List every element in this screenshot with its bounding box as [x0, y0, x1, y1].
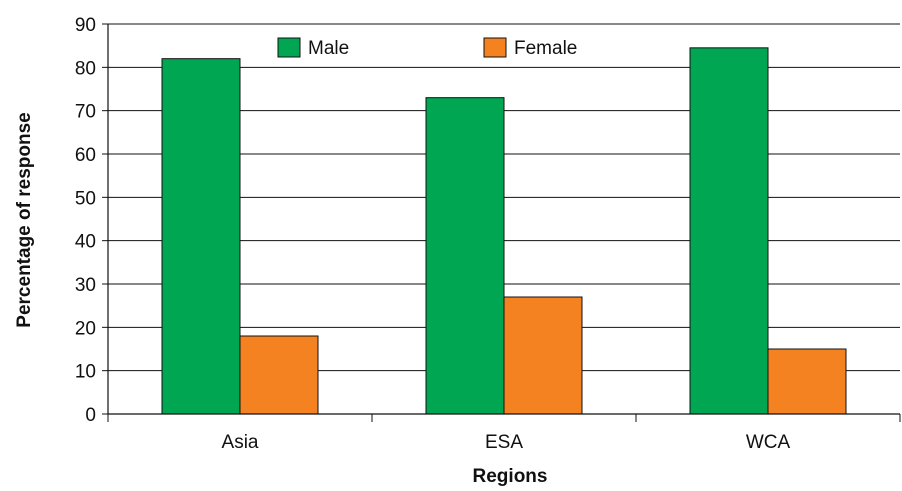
x-axis-title: Regions [473, 466, 548, 487]
y-tick-label: 80 [75, 58, 96, 79]
y-tick-label: 0 [85, 405, 96, 426]
y-tick-label: 40 [75, 232, 96, 253]
y-tick-label: 60 [75, 145, 96, 166]
legend-label-male: Male [308, 38, 349, 59]
legend-swatch-female [483, 37, 507, 58]
y-tick-label: 30 [75, 275, 96, 296]
bars [161, 47, 847, 415]
y-tick-label: 90 [75, 15, 96, 36]
bar-male-wca [689, 47, 769, 415]
x-tick-label: WCA [746, 432, 791, 453]
legend-label-female: Female [514, 38, 577, 59]
y-axis-ticks: 0 10 20 30 40 50 60 70 80 90 [75, 15, 108, 426]
axes [107, 24, 900, 415]
bar-male-asia [161, 58, 241, 415]
y-tick-label: 10 [75, 362, 96, 383]
bar-male-esa [425, 97, 505, 415]
x-tick-label: ESA [485, 432, 523, 453]
x-axis-ticks: Asia ESA WCA [107, 414, 901, 453]
y-axis-title: Percentage of response [14, 112, 35, 327]
y-tick-label: 50 [75, 188, 96, 209]
y-tick-label: 70 [75, 102, 96, 123]
bar-female-wca [767, 348, 847, 415]
legend-swatch-male [277, 37, 301, 58]
bar-female-esa [503, 296, 583, 415]
x-tick-label: Asia [222, 432, 259, 453]
y-tick-label: 20 [75, 318, 96, 339]
legend: Male Female [277, 37, 577, 59]
bar-female-asia [239, 335, 319, 415]
